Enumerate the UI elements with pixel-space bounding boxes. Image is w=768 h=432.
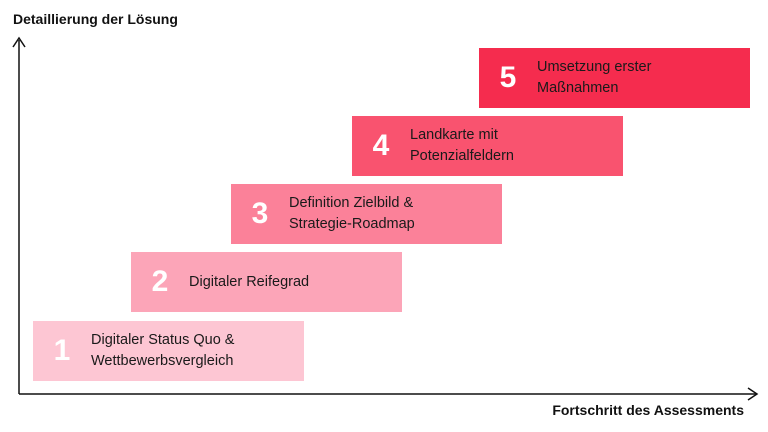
step-4: 4 Landkarte mit Potenzialfeldern — [352, 116, 623, 176]
y-axis-arrowhead — [12, 36, 26, 48]
step-number: 3 — [251, 197, 269, 230]
step-5: 5 Umsetzung erster Maßnahmen — [479, 48, 750, 108]
step-number: 1 — [53, 334, 71, 367]
step-2: 2 Digitaler Reifegrad — [131, 252, 402, 312]
step-label: Digitaler Reifegrad — [189, 273, 310, 290]
x-axis-arrowhead — [747, 387, 759, 401]
step-3: 3 Definition Zielbild & Strategie-Roadma… — [231, 184, 502, 244]
step-label: Landkarte mit Potenzialfeldern — [410, 127, 514, 164]
step-label: Definition Zielbild & Strategie-Roadmap — [289, 195, 415, 232]
step-number: 4 — [372, 129, 390, 162]
step-number: 2 — [151, 265, 169, 298]
step-number: 5 — [499, 61, 517, 94]
y-axis-title: Detaillierung der Lösung — [13, 11, 178, 27]
step-1: 1 Digitaler Status Quo & Wettbewerbsverg… — [33, 321, 304, 381]
x-axis-title: Fortschritt des Assessments — [552, 402, 744, 418]
step-label: Umsetzung erster Maßnahmen — [537, 59, 652, 96]
step-label: Digitaler Status Quo & Wettbewerbsvergle… — [91, 332, 235, 369]
